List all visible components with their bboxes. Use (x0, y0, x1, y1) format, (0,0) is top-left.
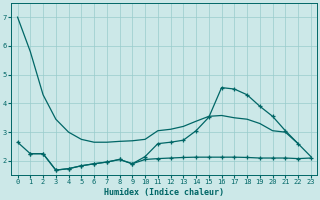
X-axis label: Humidex (Indice chaleur): Humidex (Indice chaleur) (104, 188, 224, 197)
